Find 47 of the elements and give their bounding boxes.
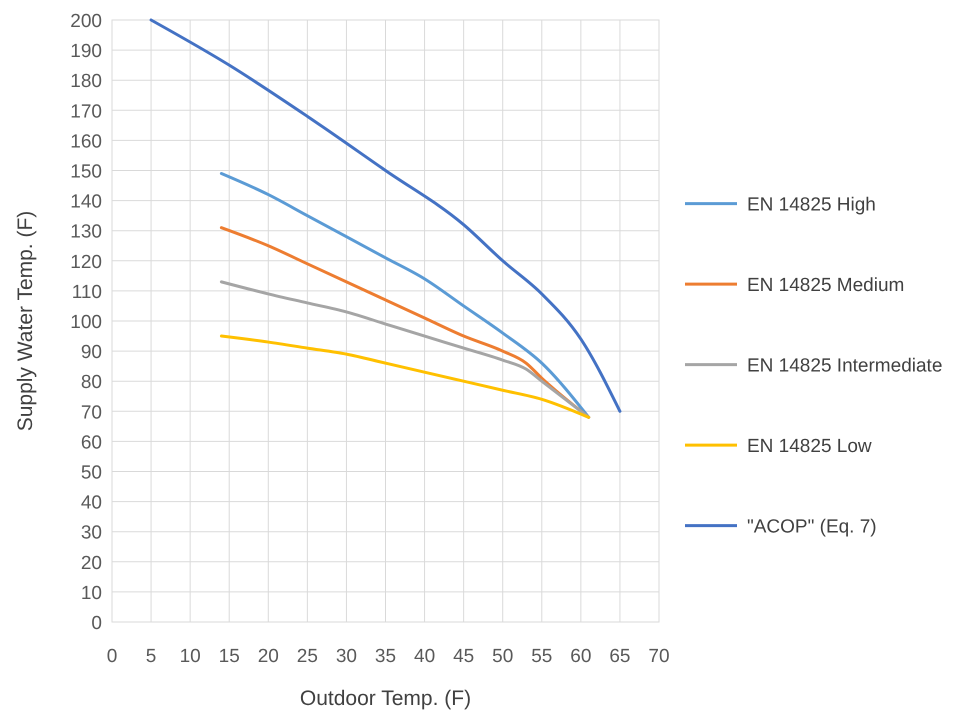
y-tick-label: 200 xyxy=(70,11,102,32)
y-tick-label: 0 xyxy=(91,613,102,634)
y-tick-label: 110 xyxy=(72,282,102,303)
y-tick-label: 140 xyxy=(70,192,102,213)
y-axis-title: Supply Water Temp. (F) xyxy=(14,210,37,432)
x-tick-label: 45 xyxy=(453,646,474,667)
y-tick-label: 80 xyxy=(80,372,102,394)
y-tick-label: 120 xyxy=(70,252,102,273)
x-tick-label: 5 xyxy=(146,646,156,667)
x-axis-title: Outdoor Temp. (F) xyxy=(300,687,472,710)
y-tick-label: 20 xyxy=(80,552,102,574)
y-tick-label: 30 xyxy=(80,522,102,544)
y-tick-label: 70 xyxy=(80,402,102,424)
x-tick-label: 55 xyxy=(531,646,552,667)
x-tick-label: 70 xyxy=(648,646,670,667)
legend-label: EN 14825 Medium xyxy=(747,275,904,296)
y-tick-label: 100 xyxy=(70,312,102,333)
x-tick-label: 20 xyxy=(258,646,279,667)
y-tick-label: 160 xyxy=(70,131,102,152)
x-tick-label: 10 xyxy=(180,646,201,667)
y-tick-label: 150 xyxy=(70,162,102,182)
y-tick-label: 90 xyxy=(80,342,102,364)
y-tick-label: 190 xyxy=(70,41,102,62)
line-series xyxy=(150,18,622,413)
y-tick-label: 10 xyxy=(80,582,102,604)
y-tick-label: 50 xyxy=(80,462,102,484)
legend-label: EN 14825 Low xyxy=(747,436,872,458)
legend-label: EN 14825 Intermediate xyxy=(747,356,942,377)
y-tick-label: 60 xyxy=(80,432,102,454)
line-series xyxy=(220,334,590,419)
y-tick-label: 130 xyxy=(70,222,102,243)
y-tick-label: 170 xyxy=(70,101,102,122)
x-tick-label: 50 xyxy=(492,646,514,667)
x-tick-label: 30 xyxy=(336,646,357,667)
line-series xyxy=(220,280,590,419)
line-series xyxy=(220,172,590,419)
x-tick-label: 0 xyxy=(106,646,118,667)
y-tick-label: 180 xyxy=(70,71,102,92)
x-tick-label: 60 xyxy=(570,646,592,667)
x-tick-label: 25 xyxy=(296,646,318,667)
x-tick-label: 40 xyxy=(414,646,436,667)
x-tick-label: 65 xyxy=(609,646,630,667)
legend-label: EN 14825 High xyxy=(747,194,876,216)
legend-label: "ACOP" (Eq. 7) xyxy=(747,516,877,538)
x-tick-label: 15 xyxy=(218,646,240,667)
y-tick-label: 40 xyxy=(80,492,102,514)
x-tick-label: 35 xyxy=(374,646,396,667)
